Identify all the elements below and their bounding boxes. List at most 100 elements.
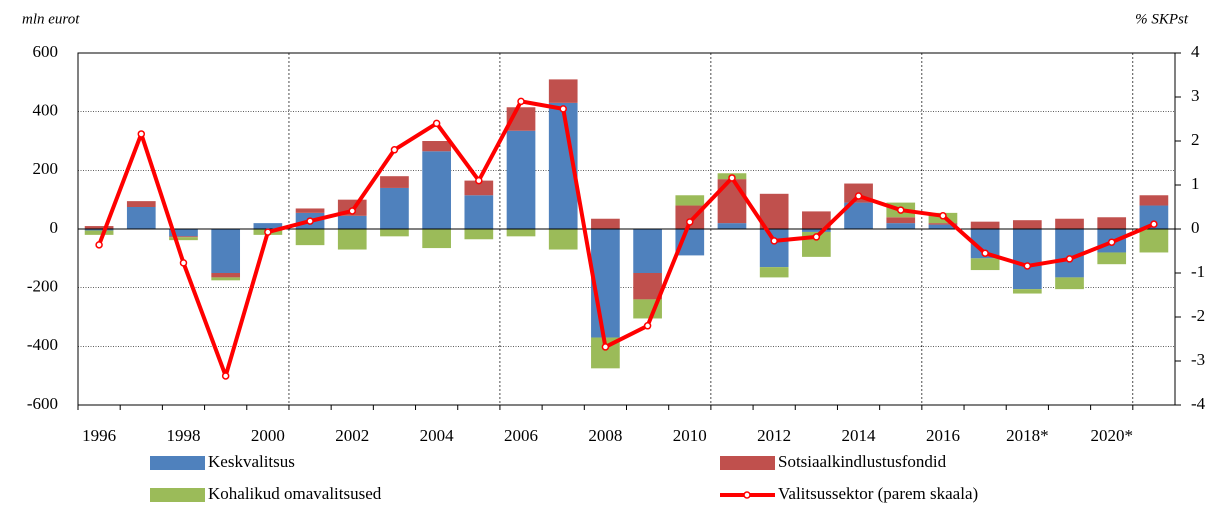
- line-marker: [517, 97, 525, 106]
- bar: [886, 223, 916, 229]
- bar: [126, 201, 156, 207]
- bar: [675, 205, 705, 229]
- bar: [211, 277, 241, 281]
- line-marker: [475, 176, 483, 185]
- line-marker: [728, 174, 736, 182]
- bar: [928, 224, 958, 229]
- y2-axis-title: % SKPst: [1135, 11, 1189, 27]
- line-marker: [643, 322, 652, 330]
- bar: [253, 223, 283, 229]
- bar: [84, 226, 114, 229]
- bar: [1139, 229, 1169, 253]
- bar: [337, 229, 367, 250]
- y-axis-title: mln eurot: [22, 11, 80, 27]
- y2-tick-label: -1: [1191, 262, 1205, 281]
- line-marker: [95, 241, 103, 249]
- line-marker: [432, 119, 441, 128]
- x-tick-label: 1996: [82, 426, 116, 445]
- y2-tick-label: -3: [1191, 350, 1205, 369]
- bar: [169, 229, 198, 237]
- bar: [759, 229, 789, 268]
- x-tick-label: 2006: [504, 426, 538, 445]
- line-marker: [306, 217, 314, 225]
- x-tick-label: 2012: [757, 426, 791, 445]
- bar: [591, 218, 620, 229]
- bar: [295, 229, 325, 246]
- bar: [380, 176, 409, 188]
- y-tick-label: -200: [27, 277, 58, 296]
- bar: [464, 180, 494, 196]
- bar: [126, 207, 156, 229]
- line-marker: [981, 249, 989, 257]
- bar: [422, 141, 451, 152]
- bar: [759, 267, 789, 278]
- bar: [548, 229, 578, 250]
- x-tick-label: 1998: [166, 426, 200, 445]
- y2-tick-label: 1: [1191, 174, 1200, 193]
- line-marker: [897, 206, 905, 214]
- bar: [1012, 229, 1042, 290]
- bar: [380, 187, 409, 229]
- bar: [1012, 220, 1042, 229]
- bar: [886, 217, 916, 224]
- y-tick-label: 200: [33, 159, 59, 178]
- line-marker: [179, 259, 188, 267]
- line-marker: [1107, 238, 1116, 246]
- y-tick-label: -600: [27, 394, 58, 413]
- x-tick-label: 2018*: [1006, 426, 1049, 445]
- line-marker: [137, 130, 146, 138]
- y-tick-label: -400: [27, 335, 58, 354]
- bar: [1139, 195, 1169, 206]
- x-tick-label: 2014: [842, 426, 877, 445]
- bar: [295, 208, 325, 213]
- bar: [169, 237, 198, 241]
- bar: [1139, 205, 1169, 229]
- legend-swatch: [150, 456, 205, 470]
- bar: [802, 211, 831, 229]
- line-marker: [348, 207, 356, 215]
- bar: [802, 229, 831, 232]
- line-marker: [939, 212, 947, 220]
- bar: [84, 229, 114, 231]
- line-marker: [1150, 220, 1158, 228]
- bar: [970, 221, 1000, 229]
- x-tick-label: 2004: [420, 426, 455, 445]
- line-marker: [686, 218, 694, 226]
- bar: [1097, 252, 1127, 265]
- bar: [1097, 217, 1127, 229]
- bar: [422, 229, 451, 249]
- x-tick-label: 2008: [588, 426, 622, 445]
- bar: [928, 223, 958, 225]
- bar: [84, 230, 114, 235]
- line-marker: [221, 372, 230, 380]
- line-marker: [601, 343, 610, 351]
- line-marker: [854, 192, 863, 200]
- legend-marker: [743, 491, 751, 499]
- bar: [380, 229, 409, 237]
- y2-tick-label: 3: [1191, 86, 1200, 105]
- legend-label: Valitsussektor (parem skaala): [778, 484, 978, 503]
- legend-label: Keskvalitsus: [208, 452, 295, 471]
- line-marker: [559, 105, 567, 113]
- line-marker: [264, 228, 272, 236]
- line-marker: [770, 237, 778, 245]
- line-marker: [1023, 262, 1032, 270]
- bar: [211, 273, 241, 278]
- line-marker: [390, 146, 399, 154]
- bar: [506, 130, 536, 229]
- legend-label: Sotsiaalkindlustusfondid: [778, 452, 947, 471]
- bar: [464, 229, 494, 240]
- bar: [506, 229, 536, 237]
- bar: [1012, 289, 1042, 294]
- bar: [970, 258, 1000, 271]
- bar: [422, 151, 451, 229]
- legend-swatch: [720, 456, 775, 470]
- bar: [337, 215, 367, 229]
- x-tick-label: 2000: [251, 426, 285, 445]
- bar: [464, 195, 494, 229]
- y-tick-label: 400: [33, 101, 59, 120]
- bar: [717, 223, 747, 229]
- x-tick-label: 2020*: [1090, 426, 1133, 445]
- bar: [169, 236, 198, 238]
